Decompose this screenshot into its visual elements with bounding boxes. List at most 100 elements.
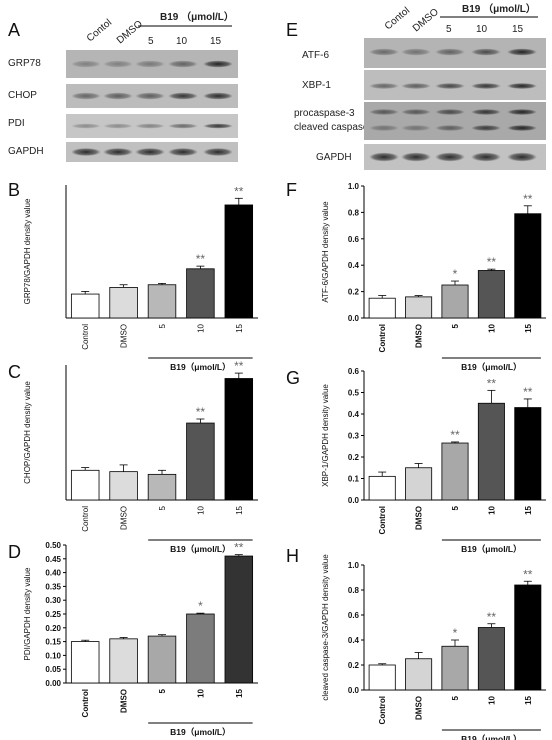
significance-label: **: [234, 184, 244, 198]
y-tick-label: 0.0: [348, 496, 360, 505]
bar: [109, 287, 138, 319]
y-axis-label: cleaved caspase-3/GAPDH density value: [321, 554, 330, 701]
blot-a-row-label: GRP78: [8, 58, 41, 69]
significance-label: *: [453, 626, 458, 640]
blot-band: [435, 83, 465, 89]
panel-letter: G: [286, 368, 300, 388]
y-tick-label: 0.20: [45, 624, 61, 633]
bar: [514, 213, 542, 319]
y-tick-label: 0.5: [348, 389, 360, 398]
x-tick-label: DMSO: [120, 324, 129, 348]
blot-band: [203, 148, 233, 156]
blot-band: [203, 123, 233, 129]
blot-band: [435, 109, 465, 115]
x-tick-label: 15: [524, 323, 533, 332]
x-tick-label: 15: [235, 688, 244, 697]
y-tick-label: 0.45: [45, 555, 61, 564]
blot-band: [369, 48, 399, 56]
y-tick-label: 0.10: [45, 651, 61, 660]
bar: [477, 627, 505, 691]
blot-a-row-label: GAPDH: [8, 146, 44, 157]
y-axis-label: XBP-1/GAPDH density value: [321, 384, 330, 487]
blot-band: [507, 152, 537, 162]
bar: [405, 467, 433, 501]
blot-a-row-label: CHOP: [8, 90, 37, 101]
blot-band: [71, 148, 101, 156]
y-axis-label: PDI/GAPDH density value: [23, 567, 32, 660]
y-tick-label: 0.35: [45, 582, 61, 591]
group-label: B19（μmol/L）: [461, 544, 521, 554]
blot-band: [435, 125, 465, 131]
group-label: B19（μmol/L）: [170, 727, 230, 737]
blot-e: E Contol DMSO 5 10 15 B19 （μmol/L） ATF-6…: [286, 2, 546, 170]
bar: [109, 471, 138, 501]
x-tick-label: 10: [487, 505, 496, 514]
blot-a: A Contol DMSO 5 10 15 B19 （μmol/L） GRP78…: [8, 10, 238, 162]
panel-letter-a: A: [8, 20, 20, 40]
x-tick-label: 5: [451, 505, 460, 510]
bar: [477, 270, 505, 319]
bar: [514, 584, 542, 691]
panel-letter: D: [8, 542, 21, 562]
x-tick-label: 5: [158, 505, 167, 510]
blot-band: [401, 48, 431, 56]
x-tick-label: 10: [196, 688, 205, 697]
blot-e-lane-label: 15: [512, 24, 524, 35]
x-tick-label: DMSO: [120, 689, 129, 713]
x-tick-label: 10: [487, 695, 496, 704]
blot-band: [369, 109, 399, 115]
bar: [186, 613, 215, 684]
significance-label: **: [523, 192, 533, 206]
y-tick-label: 0.25: [45, 610, 61, 619]
significance-label: **: [487, 376, 497, 390]
blot-band: [435, 152, 465, 162]
y-tick-label: 0.6: [348, 367, 360, 376]
blot-band: [435, 48, 465, 56]
y-tick-label: 0.3: [348, 432, 360, 441]
bar: [514, 407, 542, 501]
blot-e-row-label: ATF-6: [302, 50, 329, 61]
significance-label: **: [234, 359, 244, 373]
x-tick-label: 5: [158, 323, 167, 328]
y-tick-label: 0.8: [348, 208, 360, 217]
significance-label: **: [196, 252, 206, 266]
chart-panel-f: F ATF-6/GAPDH density value 0.0 0.2 0.4 0.6 0.…: [286, 180, 546, 372]
bar: [405, 296, 433, 319]
blot-e-lane-label: 5: [446, 24, 452, 35]
blot-band: [507, 83, 537, 89]
blot-band: [401, 109, 431, 115]
bar: [224, 378, 254, 501]
y-tick-label: 1.0: [348, 561, 360, 570]
x-tick-label: DMSO: [415, 506, 424, 530]
blot-band: [103, 148, 133, 156]
blot-e-lane-label: 10: [476, 24, 488, 35]
blot-e-row-label: GAPDH: [316, 152, 352, 163]
bar: [70, 641, 100, 684]
bar: [186, 422, 215, 501]
blot-band: [103, 123, 133, 129]
blot-band: [71, 123, 101, 129]
blot-band: [401, 83, 431, 89]
y-tick-label: 0.15: [45, 638, 61, 647]
x-tick-label: 5: [451, 323, 460, 328]
blot-band: [369, 152, 399, 162]
blot-e-row-label: XBP-1: [302, 80, 331, 91]
blot-e-strip: [364, 102, 546, 140]
blot-band: [471, 48, 501, 56]
bar: [368, 664, 396, 691]
group-label: B19（μmol/L）: [461, 362, 521, 372]
blot-band: [369, 83, 399, 89]
x-tick-label: Control: [81, 324, 90, 350]
significance-label: *: [198, 599, 203, 613]
blot-band: [471, 125, 501, 131]
bar: [224, 204, 254, 319]
chart-panel-g: G XBP-1/GAPDH density value 0.0 0.1 0.2 0.3 0.…: [286, 367, 546, 554]
bar: [147, 284, 177, 319]
blot-e-lane-label: Contol: [383, 5, 412, 32]
y-tick-label: 0.05: [45, 665, 61, 674]
blot-e-row-label: procaspase-3: [294, 108, 355, 119]
blot-band: [135, 148, 165, 156]
x-tick-label: 15: [524, 695, 533, 704]
x-tick-label: 5: [451, 695, 460, 700]
